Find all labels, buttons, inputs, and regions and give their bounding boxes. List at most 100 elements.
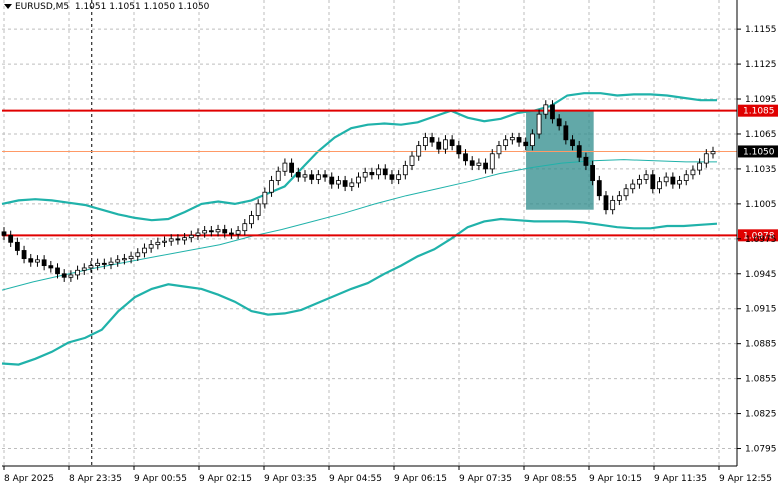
candle-body [8, 234, 14, 243]
candle-body [329, 176, 335, 185]
candle-body [683, 174, 689, 181]
resistance-price-tag [738, 104, 778, 117]
candle-body [342, 180, 348, 187]
candle-body [75, 269, 80, 276]
candle-body [670, 176, 676, 185]
candle-body [583, 156, 589, 166]
candle-body [697, 162, 703, 171]
support-price-label: 1.0978 [743, 231, 775, 241]
candle-body [630, 183, 636, 190]
candle-body [148, 244, 154, 249]
candle-body [175, 238, 181, 241]
y-tick-label: 1.1125 [745, 60, 777, 70]
current-price-tag [738, 145, 778, 158]
x-tick-label: 9 Apr 07:35 [459, 474, 512, 484]
x-tick-label: 9 Apr 12:55 [719, 474, 772, 484]
candle-body [637, 179, 642, 185]
candle-body [222, 229, 228, 234]
x-tick-label: 9 Apr 02:15 [199, 474, 252, 484]
candle-body [121, 258, 127, 261]
candle-body [476, 162, 482, 166]
y-tick-label: 1.1005 [745, 200, 777, 210]
candle-body [269, 180, 274, 193]
ohlc-values: 1.1051 1.1051 1.1050 1.1050 [74, 2, 210, 12]
candle-body [21, 250, 27, 260]
candle-body [162, 240, 167, 243]
candle-body [195, 232, 201, 236]
candle-body [115, 259, 121, 263]
candle-body [242, 223, 248, 232]
candle-body [436, 141, 442, 150]
candle-body [315, 174, 321, 180]
candle-body [570, 139, 575, 147]
candle-body [643, 174, 649, 180]
candle-body [677, 180, 682, 185]
candle-body [389, 174, 395, 180]
candle-body [596, 180, 602, 197]
candle-body [429, 137, 435, 143]
candle-body [155, 241, 161, 246]
bollinger-bands-layer [1, 92, 718, 366]
candle-body [396, 174, 402, 180]
y-tick-label: 1.0885 [745, 340, 777, 350]
candle-body [35, 259, 40, 263]
horizontal-levels-layer: 1.1085 1.0978 1.1050 [2, 104, 778, 242]
candle-body [302, 174, 308, 178]
x-tick-label: 9 Apr 11:35 [654, 474, 707, 484]
candle-body [95, 262, 101, 267]
candle-body [503, 139, 509, 147]
candle-body [275, 170, 281, 181]
candle-body [469, 160, 475, 166]
candle-body [603, 195, 609, 211]
candle-body [543, 104, 549, 115]
candle-body [369, 172, 375, 176]
menu-triangle-icon[interactable] [4, 4, 12, 9]
candle-body [496, 145, 502, 155]
candle-body [349, 182, 355, 187]
y-tick-label: 1.1155 [745, 25, 777, 35]
candle-body [41, 259, 47, 267]
candle-body [663, 176, 669, 183]
symbol-label: EURUSD,M5 [15, 2, 70, 12]
candle-body [556, 118, 562, 127]
candle-body [590, 165, 596, 181]
candle-body [650, 174, 656, 190]
x-tick-label: 9 Apr 06:15 [394, 474, 447, 484]
candle-body [208, 230, 214, 233]
candle-body [409, 155, 415, 166]
candle-body [61, 273, 67, 278]
candle-body [202, 230, 208, 234]
candle-body [523, 141, 529, 147]
candle-body [382, 168, 388, 176]
candle-body [282, 162, 288, 172]
candle-body [576, 145, 582, 158]
x-tick-label: 8 Apr 2025 [4, 474, 54, 484]
candle-body [402, 165, 408, 176]
y-tick-label: 1.0825 [745, 410, 777, 420]
candle-body [322, 174, 328, 178]
chart-header: EURUSD,M5 1.1051 1.1051 1.1050 1.1050 [4, 2, 209, 12]
candle-body [456, 145, 462, 155]
candle-body [690, 169, 696, 176]
x-tick-label: 9 Apr 03:35 [264, 474, 317, 484]
candle-body [142, 247, 147, 254]
candle-body [101, 262, 107, 265]
candle-body [483, 162, 488, 170]
candle-body [1, 231, 7, 236]
candle-body [182, 237, 187, 241]
y-tick-label: 1.0975 [745, 235, 777, 245]
candle-body [188, 234, 194, 239]
candle-body [55, 267, 60, 275]
candle-body [249, 215, 254, 225]
candle-body [229, 232, 234, 235]
candle-body [416, 145, 422, 157]
candles-layer [1, 100, 716, 282]
candle-body [289, 162, 295, 173]
candle-body [48, 265, 54, 269]
candle-body [443, 139, 448, 150]
x-tick-label: 9 Apr 08:55 [524, 474, 577, 484]
candle-body [168, 238, 174, 242]
bollinger-upper-line [1, 92, 717, 222]
